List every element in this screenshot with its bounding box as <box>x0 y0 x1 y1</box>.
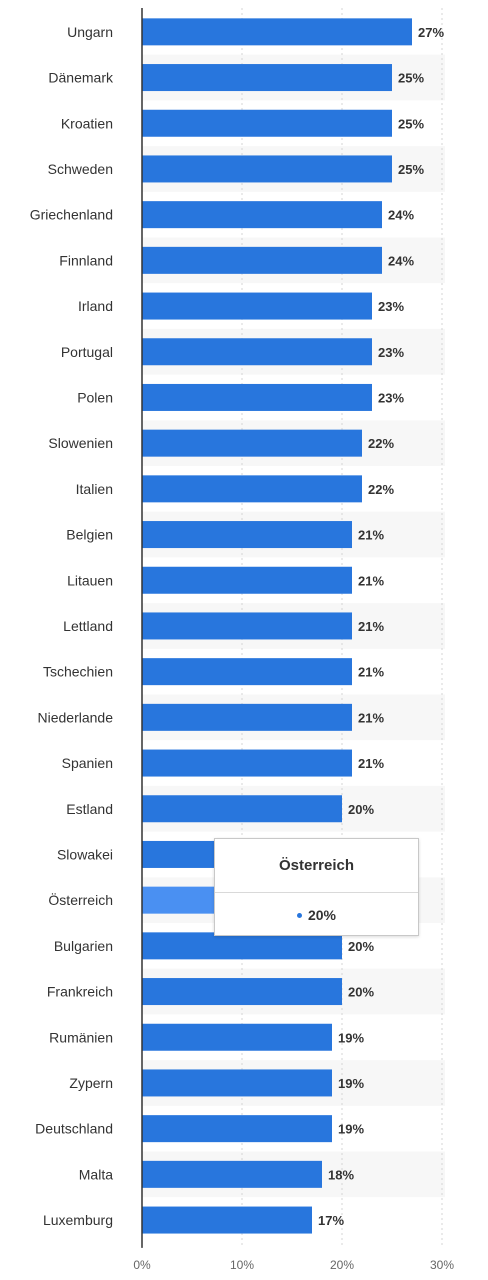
category-label: Dänemark <box>48 70 114 86</box>
bar <box>142 246 382 274</box>
bar <box>142 429 362 457</box>
category-label: Zypern <box>69 1075 113 1091</box>
value-label: 25% <box>398 71 424 86</box>
value-label: 21% <box>358 573 384 588</box>
category-label: Litauen <box>67 572 113 588</box>
value-label: 21% <box>358 756 384 771</box>
bar <box>142 978 342 1006</box>
value-label: 23% <box>378 345 404 360</box>
bar <box>142 566 352 594</box>
value-label: 19% <box>338 1030 364 1045</box>
category-label: Ungarn <box>67 24 113 40</box>
value-label: 17% <box>318 1213 344 1228</box>
bar <box>142 109 392 137</box>
value-label: 20% <box>348 939 374 954</box>
category-label: Estland <box>66 801 113 817</box>
bar <box>142 292 372 320</box>
category-label: Finnland <box>59 252 113 268</box>
category-label: Slowakei <box>57 846 113 862</box>
category-label: Portugal <box>61 344 113 360</box>
bar <box>142 338 372 366</box>
x-tick-label: 0% <box>133 1258 151 1272</box>
bar <box>142 932 342 960</box>
tooltip-title: Österreich <box>215 839 418 893</box>
category-label: Lettland <box>63 618 113 634</box>
category-label: Irland <box>78 298 113 314</box>
value-label: 23% <box>378 299 404 314</box>
category-label: Tschechien <box>43 664 113 680</box>
category-label: Frankreich <box>47 984 113 1000</box>
category-label: Polen <box>77 389 113 405</box>
value-label: 23% <box>378 390 404 405</box>
x-tick-label: 30% <box>430 1258 454 1272</box>
bar <box>142 521 352 549</box>
tooltip-row: 20% <box>215 893 418 937</box>
category-label: Rumänien <box>49 1029 113 1045</box>
category-label: Belgien <box>66 527 113 543</box>
value-label: 21% <box>358 710 384 725</box>
bar <box>142 749 352 777</box>
category-label: Kroatien <box>61 115 113 131</box>
series-dot-icon <box>296 912 302 918</box>
chart-tooltip: Österreich 20% <box>214 838 419 936</box>
value-label: 19% <box>338 1122 364 1137</box>
bar <box>142 1023 332 1051</box>
bar <box>142 64 392 92</box>
value-label: 24% <box>388 253 414 268</box>
bar <box>142 201 382 229</box>
category-label: Malta <box>79 1166 113 1182</box>
value-label: 20% <box>348 802 374 817</box>
bar <box>142 703 352 731</box>
category-label: Italien <box>76 481 113 497</box>
value-label: 22% <box>368 482 394 497</box>
category-label: Bulgarien <box>54 938 113 954</box>
value-label: 25% <box>398 162 424 177</box>
bar <box>142 475 362 503</box>
value-label: 20% <box>348 985 374 1000</box>
bar <box>142 612 352 640</box>
value-label: 25% <box>398 116 424 131</box>
value-label: 24% <box>388 208 414 223</box>
value-label: 21% <box>358 665 384 680</box>
category-label: Österreich <box>48 891 113 908</box>
category-label: Spanien <box>62 755 113 771</box>
category-label: Griechenland <box>30 207 113 223</box>
value-label: 21% <box>358 528 384 543</box>
bar <box>142 658 352 686</box>
category-label: Deutschland <box>35 1121 113 1137</box>
value-label: 18% <box>328 1167 354 1182</box>
bar <box>142 155 392 183</box>
bar <box>142 1206 312 1234</box>
bar <box>142 383 372 411</box>
value-label: 21% <box>358 619 384 634</box>
bar <box>142 1115 332 1143</box>
bar <box>142 1160 322 1188</box>
value-label: 27% <box>418 25 444 40</box>
bar <box>142 795 342 823</box>
tooltip-value: 20% <box>307 907 337 923</box>
bar <box>142 1069 332 1097</box>
category-label: Slowenien <box>48 435 113 451</box>
value-label: 22% <box>368 436 394 451</box>
value-label: 19% <box>338 1076 364 1091</box>
x-tick-label: 10% <box>230 1258 254 1272</box>
category-label: Niederlande <box>38 709 114 725</box>
bar <box>142 18 412 46</box>
x-tick-label: 20% <box>330 1258 354 1272</box>
category-label: Schweden <box>48 161 113 177</box>
category-label: Luxemburg <box>43 1212 113 1228</box>
